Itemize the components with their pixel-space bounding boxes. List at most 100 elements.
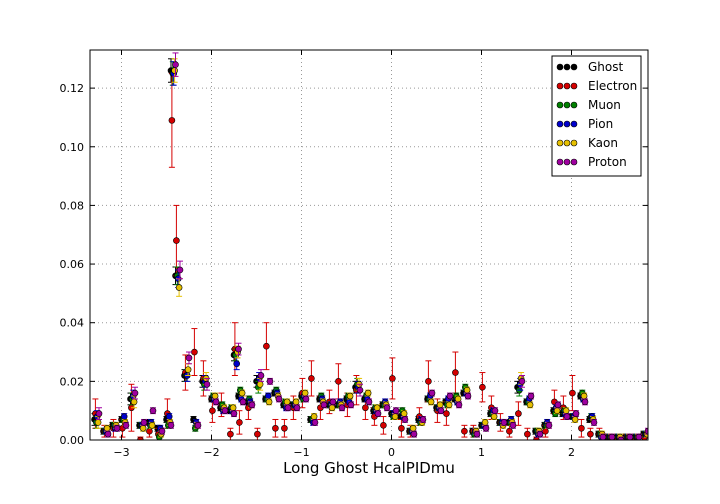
data-point (266, 378, 274, 385)
legend-marker (570, 139, 578, 147)
data-point (425, 378, 432, 385)
data-point (479, 383, 486, 391)
data-point (191, 348, 198, 356)
legend-marker (556, 101, 564, 109)
data-point (122, 422, 130, 429)
data-point (320, 401, 328, 409)
data-point (131, 389, 139, 397)
data-point (104, 430, 112, 438)
data-point (236, 419, 243, 426)
data-point (139, 424, 147, 432)
data-point (238, 389, 246, 397)
data-point (346, 392, 354, 400)
data-point (445, 401, 453, 409)
data-point (509, 422, 517, 429)
legend-marker (556, 158, 564, 166)
legend-marker (570, 82, 578, 90)
data-point (335, 378, 342, 385)
data-point (401, 416, 409, 423)
data-point (175, 284, 183, 291)
data-point (272, 424, 279, 432)
data-point (409, 424, 417, 432)
data-point (235, 345, 242, 353)
data-point (311, 419, 319, 426)
data-point (373, 404, 381, 412)
data-point (256, 380, 264, 388)
y-tick-label: 0.04 (60, 317, 85, 330)
data-point (292, 398, 300, 406)
data-point (301, 389, 309, 397)
legend-label-kaon: Kaon (588, 136, 618, 150)
data-point (389, 375, 396, 382)
data-point (229, 404, 237, 412)
x-axis-label: Long Ghost HcalPIDmu (283, 459, 455, 477)
y-tick-label: 0.08 (60, 199, 85, 212)
data-point (473, 430, 481, 438)
data-point (302, 395, 310, 403)
data-point (617, 436, 625, 440)
data-point (284, 404, 292, 412)
y-tick-label: 0.02 (60, 375, 85, 388)
data-point (265, 398, 273, 406)
data-point (275, 395, 283, 403)
x-tick-label: 0 (388, 446, 395, 459)
data-point (94, 419, 102, 426)
data-point (464, 392, 472, 400)
data-point (527, 392, 535, 400)
data-point (542, 427, 549, 435)
plot-frame (89, 49, 649, 441)
legend-marker (570, 158, 578, 166)
data-point (95, 410, 103, 417)
data-point (578, 424, 585, 432)
data-point (203, 380, 211, 388)
data-point (146, 427, 153, 435)
x-tick-label: 1 (478, 446, 485, 459)
y-tick-label: 0.00 (60, 434, 85, 447)
data-point (221, 407, 229, 414)
data-point (362, 404, 369, 412)
x-tick-label: −3 (113, 446, 129, 459)
data-point (482, 424, 490, 432)
data-point (230, 410, 238, 417)
data-point (338, 404, 346, 412)
data-point (587, 430, 594, 438)
data-point (491, 407, 499, 414)
data-point (165, 413, 173, 420)
data-point (398, 424, 405, 432)
legend-marker (556, 63, 564, 71)
data-point (176, 266, 184, 274)
data-point (130, 398, 138, 406)
data-point (400, 410, 408, 417)
data-point (500, 419, 508, 426)
data-point (580, 392, 588, 400)
data-point (427, 398, 435, 406)
data-point (281, 424, 288, 432)
data-point (524, 430, 531, 438)
data-point (171, 67, 178, 74)
legend-label-pion: Pion (588, 117, 613, 131)
data-point (149, 407, 157, 414)
data-point (526, 401, 534, 409)
data-point (428, 389, 436, 397)
legend-marker (570, 120, 578, 128)
data-point (227, 430, 234, 438)
data-point (120, 413, 128, 420)
data-point (392, 407, 400, 414)
data-point (536, 430, 544, 438)
legend-marker (570, 101, 578, 109)
data-point (172, 61, 179, 68)
data-point (452, 369, 459, 376)
x-tick-label: 2 (568, 446, 575, 459)
data-point (167, 422, 175, 429)
data-point (347, 401, 355, 409)
data-point (515, 410, 522, 417)
data-point (140, 419, 148, 426)
data-point (173, 237, 180, 244)
data-point (437, 407, 445, 414)
data-point (329, 398, 337, 406)
legend-label-muon: Muon (588, 98, 621, 112)
data-point (194, 422, 202, 429)
data-point (571, 416, 579, 423)
data-point (184, 366, 192, 373)
